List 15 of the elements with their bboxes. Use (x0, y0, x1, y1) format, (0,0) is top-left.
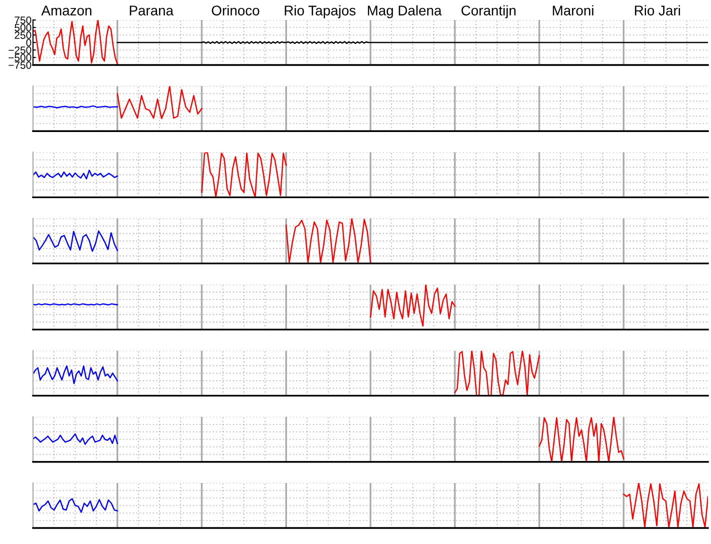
text: Amazon (41, 6, 92, 16)
text: Parana (130, 6, 174, 16)
text: Rio Tapajos (284, 5, 356, 18)
y-tick-label: 0 (26, 39, 32, 46)
y-tick-label: 750 (14, 16, 32, 24)
y-tick-label: −750 (8, 61, 32, 69)
y-tick-label: −250 (8, 46, 32, 54)
text: Corantijn (462, 5, 516, 18)
y-tick-label: 250 (14, 32, 32, 39)
y-tick-label: −500 (8, 54, 32, 62)
text: Orinoco (212, 5, 260, 16)
text: Mag Dalena (368, 5, 442, 18)
y-tick-label: 500 (14, 24, 32, 32)
text: Rio Jari (634, 5, 680, 16)
text: Maroni (552, 5, 594, 16)
